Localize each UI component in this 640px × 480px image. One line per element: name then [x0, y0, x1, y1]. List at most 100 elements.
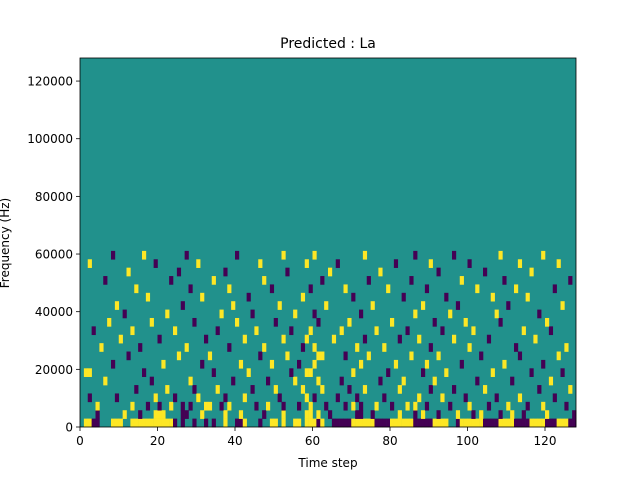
heatmap-cell [564, 418, 569, 428]
heatmap-cell [490, 368, 495, 377]
heatmap-cell [475, 376, 480, 386]
heatmap-cell [490, 418, 495, 428]
heatmap-cell [138, 343, 143, 352]
heatmap-cell [386, 368, 391, 377]
heatmap-cell [169, 401, 174, 411]
heatmap-cell [304, 259, 309, 268]
heatmap-cell [421, 410, 426, 419]
heatmap-cell [126, 267, 131, 277]
heatmap-cell [537, 418, 542, 428]
heatmap-cell [452, 385, 457, 394]
heatmap-cell [231, 301, 236, 310]
heatmap-cell [169, 276, 174, 285]
heatmap-cell [297, 359, 302, 369]
y-tick-label: 80000 [35, 190, 73, 204]
heatmap-cell [293, 418, 298, 428]
heatmap-cell [521, 418, 526, 428]
heatmap-cell [355, 393, 360, 403]
heatmap-cell [87, 368, 92, 377]
x-tick-label: 20 [150, 434, 165, 448]
x-tick-label: 60 [305, 434, 320, 448]
heatmap-cell [114, 393, 120, 403]
heatmap-cell [475, 284, 480, 294]
heatmap-cell [355, 410, 360, 419]
x-axis: 0 20 40 60 80 100 120 [76, 427, 556, 448]
heatmap-cell [312, 309, 317, 319]
heatmap-cell [413, 401, 418, 411]
heatmap-cell [173, 393, 178, 403]
heatmap-cell [548, 376, 554, 386]
heatmap-cell [324, 401, 329, 411]
heatmap-cell [95, 401, 100, 411]
heatmap-cell [246, 368, 251, 377]
heatmap-cell [204, 401, 209, 411]
heatmap-cell [560, 301, 565, 310]
heatmap-cell [130, 418, 135, 428]
heatmap-cell [436, 267, 441, 277]
heatmap-cell [111, 250, 116, 260]
heatmap-cell [238, 410, 244, 419]
heatmap-cell [111, 418, 116, 428]
heatmap-cell [362, 250, 368, 260]
heatmap-cell [366, 351, 371, 361]
heatmap-cell [200, 359, 205, 369]
heatmap-cell [145, 401, 151, 411]
heatmap-cell [219, 401, 224, 411]
heatmap-cell [134, 385, 139, 394]
heatmap-cell [413, 410, 418, 419]
heatmap-cell [444, 292, 449, 302]
heatmap-cell [227, 401, 232, 411]
heatmap-cell [455, 418, 461, 428]
heatmap-cell [304, 393, 309, 403]
heatmap-cell [502, 359, 507, 369]
heatmap-cell [343, 284, 348, 294]
heatmap-cell [192, 385, 197, 394]
heatmap-cell [169, 418, 174, 428]
heatmap-cell [235, 418, 240, 428]
heatmap-cell [331, 418, 337, 428]
heatmap-cell [359, 410, 364, 419]
heatmap-cell [436, 410, 441, 419]
heatmap-cell [486, 418, 492, 428]
heatmap-cell [494, 418, 499, 428]
heatmap-cell [165, 309, 170, 319]
heatmap-cell [483, 267, 488, 277]
heatmap-cell [281, 401, 286, 411]
heatmap-cell [529, 368, 534, 377]
heatmap-cell [87, 259, 92, 268]
heatmap-cell [281, 334, 286, 344]
heatmap-cell [153, 259, 158, 268]
heatmap-cell [479, 418, 484, 428]
heatmap-cell [545, 418, 550, 428]
heatmap-cell [196, 259, 201, 268]
heatmap-cell [300, 292, 306, 302]
heatmap-cell [486, 401, 492, 411]
heatmap-cell [91, 326, 96, 336]
heatmap-cell [370, 301, 375, 310]
heatmap-cell [215, 385, 220, 394]
heatmap-cell [432, 418, 437, 428]
heatmap-cell [366, 276, 371, 285]
heatmap-cell [541, 359, 546, 369]
heatmap-cell [157, 410, 162, 419]
heatmap-cell [459, 276, 464, 285]
heatmap-cell [91, 418, 96, 428]
heatmap-cell [335, 418, 340, 428]
heatmap-cell [382, 393, 387, 403]
heatmap-cell [304, 410, 309, 419]
heatmap-cell [204, 418, 209, 428]
x-tick-label: 80 [382, 434, 397, 448]
heatmap-cell [424, 284, 430, 294]
heatmap-cell [448, 401, 453, 411]
heatmap-cell [421, 368, 426, 377]
heatmap-cell [417, 418, 422, 428]
heatmap-cell [463, 418, 468, 428]
heatmap-cell [471, 418, 476, 428]
heatmap-cell [424, 359, 430, 369]
heatmap-cell [293, 376, 298, 386]
heatmap-cell [359, 418, 364, 428]
heatmap-cell [320, 276, 325, 285]
heatmap-cell [409, 351, 414, 361]
heatmap-cell [273, 317, 278, 327]
heatmap-cell [269, 359, 275, 369]
